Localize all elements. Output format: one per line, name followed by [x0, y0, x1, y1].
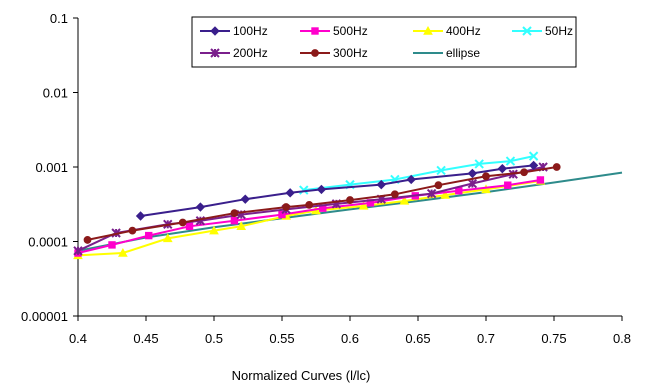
x-tick-label: 0.55: [269, 331, 294, 346]
data-point: [145, 231, 153, 240]
data-point: [552, 163, 561, 171]
data-point: [316, 184, 327, 195]
legend-label: 100Hz: [233, 24, 268, 38]
data-point: [434, 181, 443, 190]
y-axis-ticks: 0.1 0.01 0.001 0.0001 0.00001: [21, 11, 78, 324]
data-point: [399, 195, 410, 205]
data-point: [467, 168, 478, 179]
data-point: [118, 248, 128, 257]
series-layer: [73, 151, 623, 260]
data-point: [83, 236, 92, 244]
data-point: [406, 174, 416, 185]
data-point: [230, 209, 239, 218]
data-point: [440, 190, 451, 199]
legend: 100Hz 500Hz 400Hz 50Hz 200Hz 300Hz ellipse: [191, 16, 577, 68]
legend-label: 500Hz: [333, 24, 368, 38]
data-point: [390, 190, 399, 199]
data-point: [536, 176, 545, 184]
data-point: [185, 222, 194, 230]
legend-label: 400Hz: [446, 24, 481, 38]
x-tick-label: 0.7: [477, 331, 495, 346]
legend-label: 50Hz: [545, 24, 573, 38]
x-tick-label: 0.75: [541, 331, 566, 346]
data-point: [504, 181, 512, 189]
data-point: [311, 49, 319, 57]
data-point: [436, 165, 446, 176]
legend-item: 50Hz: [512, 24, 573, 38]
legend-item: 100Hz: [200, 24, 268, 38]
legend-label: 200Hz: [233, 46, 268, 60]
x-axis-ticks: 0.4 0.45 0.5 0.55 0.6 0.65 0.7 0.75 0.8: [69, 316, 631, 346]
legend-item: 400Hz: [413, 24, 481, 38]
data-point: [520, 168, 528, 177]
data-point: [299, 185, 309, 195]
data-point: [278, 210, 286, 219]
data-point: [426, 188, 437, 199]
data-point: [423, 25, 433, 35]
data-point: [346, 196, 354, 204]
series-50hz: [299, 151, 539, 195]
series-100hz: [135, 160, 539, 221]
data-point: [305, 200, 314, 209]
data-point: [311, 27, 319, 35]
data-point: [455, 187, 463, 195]
data-point: [282, 203, 290, 211]
series-ellipse: [77, 171, 623, 252]
legend-items: 100Hz 500Hz 400Hz 50Hz 200Hz 300Hz ellipse: [200, 24, 573, 60]
legend-label: 300Hz: [333, 46, 368, 60]
data-point: [505, 156, 516, 166]
x-tick-label: 0.45: [133, 331, 158, 346]
x-tick-label: 0.65: [405, 331, 430, 346]
x-tick-label: 0.6: [341, 331, 359, 346]
series-line: [87, 166, 557, 241]
data-point: [358, 200, 369, 210]
data-point: [128, 226, 137, 235]
data-point: [285, 188, 295, 198]
data-point: [135, 211, 146, 221]
data-point: [178, 218, 187, 227]
y-tick-label: 0.01: [43, 86, 68, 101]
data-point: [528, 160, 539, 171]
data-point: [481, 184, 491, 194]
x-tick-label: 0.5: [205, 331, 223, 346]
data-point: [195, 202, 206, 212]
data-point: [230, 217, 239, 225]
data-point: [236, 221, 247, 230]
y-tick-label: 0.00001: [21, 309, 68, 324]
legend-box: [191, 16, 577, 68]
legend-item: 200Hz: [200, 46, 268, 60]
data-point: [497, 163, 508, 174]
legend-item: 500Hz: [300, 24, 368, 38]
data-point: [376, 179, 386, 190]
data-point: [528, 151, 539, 161]
legend-item: ellipse: [413, 46, 480, 60]
data-point: [240, 194, 250, 204]
series-line: [77, 179, 541, 254]
series-300hz: [83, 163, 561, 244]
series-line: [77, 171, 623, 252]
y-tick-label: 0.0001: [28, 235, 68, 250]
x-axis-title: Normalized Curves (l/lc): [232, 368, 371, 383]
x-tick-label: 0.8: [613, 331, 631, 346]
data-point: [209, 225, 219, 235]
data-point: [482, 172, 490, 181]
y-tick-label: 0.1: [50, 11, 68, 26]
data-point: [210, 26, 220, 36]
y-tick-label: 0.001: [35, 160, 68, 175]
series-line: [77, 179, 541, 257]
data-point: [522, 26, 532, 36]
data-point: [162, 233, 173, 243]
data-point: [210, 48, 220, 58]
data-point: [474, 159, 484, 169]
series-line: [140, 164, 534, 217]
data-point: [73, 246, 83, 256]
legend-label: ellipse: [446, 46, 480, 60]
legend-item: 300Hz: [300, 46, 368, 60]
data-point: [108, 241, 116, 249]
data-point: [467, 178, 478, 189]
x-tick-label: 0.4: [69, 331, 87, 346]
